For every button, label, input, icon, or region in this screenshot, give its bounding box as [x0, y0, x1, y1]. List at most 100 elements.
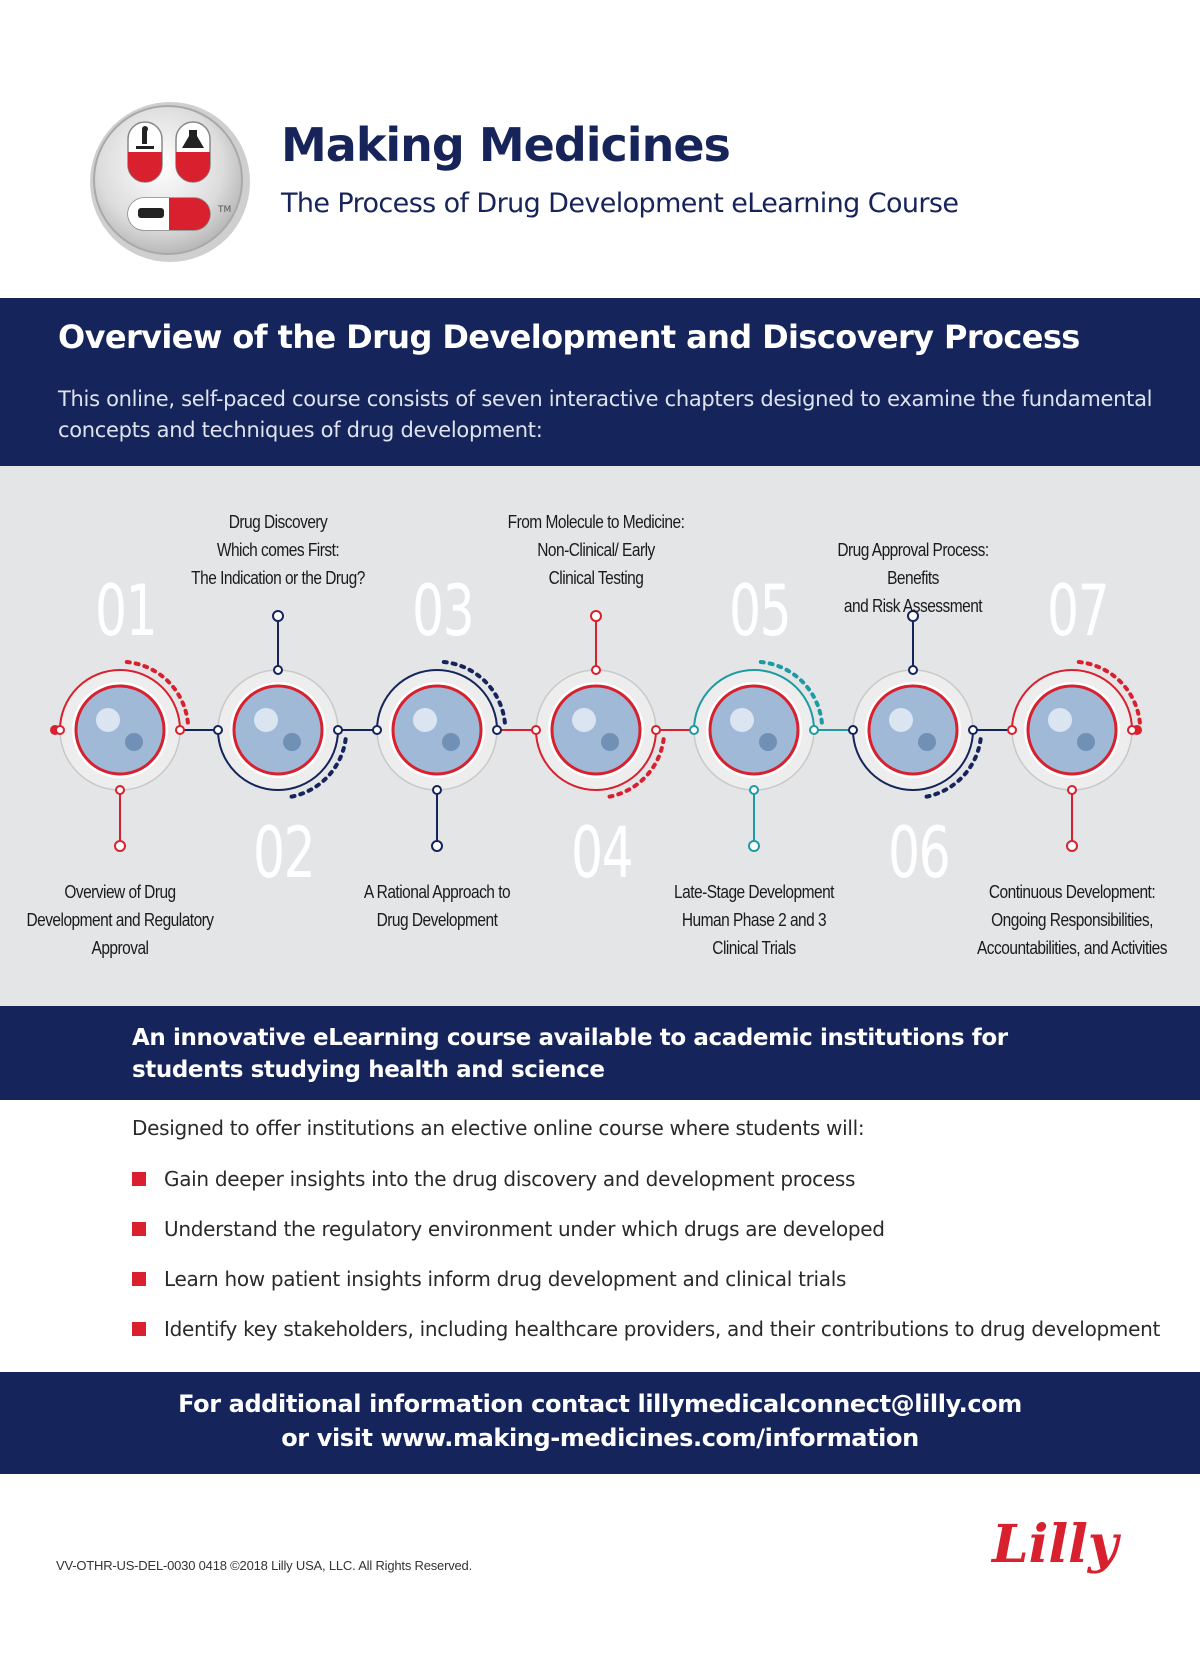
chapter-dotted-arc [924, 734, 983, 799]
chapter-node-right [651, 725, 661, 735]
overview-section: Overview of the Drug Development and Dis… [0, 298, 1200, 466]
page-subtitle: The Process of Drug Development eLearnin… [281, 188, 959, 219]
chapter-node-right [175, 725, 185, 735]
contact-section: For additional information contact lilly… [0, 1372, 1200, 1474]
bullet-square-icon [132, 1272, 146, 1286]
chapter-label-line: Late-Stage Development [674, 882, 834, 902]
chapter-node-left [1007, 725, 1017, 735]
photo-highlight [1048, 708, 1072, 732]
chapter-arc [1011, 669, 1133, 731]
chapter-stem-end [1066, 840, 1078, 852]
bullet-square-icon [132, 1222, 146, 1236]
chapter-label-line: Non-Clinical/ Early [537, 540, 655, 560]
chapter-label-line: The Indication or the Drug? [191, 568, 365, 588]
contact-email-line[interactable]: For additional information contact lilly… [178, 1390, 1022, 1418]
chapter-arc [693, 669, 815, 731]
chapter-stem-start [1067, 785, 1077, 795]
chapter-label-line: Clinical Testing [548, 568, 644, 588]
chapter-arc [535, 729, 657, 791]
overview-intro: This online, self-paced course consists … [58, 387, 1153, 442]
chapter-arc [217, 729, 339, 791]
chapter-node-left [55, 725, 65, 735]
chapter-node-left [531, 725, 541, 735]
contact-website-line[interactable]: or visit www.making-medicines.com/inform… [281, 1424, 919, 1452]
benefit-text: Gain deeper insights into the drug disco… [164, 1167, 856, 1191]
chapter-label[interactable]: A Rational Approach to Drug Development [334, 878, 540, 934]
chapter-dotted-arc [607, 734, 666, 799]
chapter-label-line: From Molecule to Medicine: [507, 512, 685, 532]
chapter-label[interactable]: Overview of Drug Development and Regulato… [17, 878, 223, 962]
list-item: Learn how patient insights inform drug d… [132, 1264, 1160, 1314]
lab-scientist-image [232, 684, 324, 776]
list-item: Understand the regulatory environment un… [132, 1214, 1160, 1264]
chapter-stem-end [431, 840, 443, 852]
chapter-label[interactable]: Drug Discovery Which comes First: The Indi… [175, 508, 381, 592]
chapter-label-line: Drug Discovery [228, 512, 328, 532]
chapter-number: 04 [571, 812, 634, 894]
benefit-text: Understand the regulatory environment un… [164, 1217, 885, 1241]
chapter-label[interactable]: Continuous Development: Ongoing Responsib… [969, 878, 1175, 962]
innovative-line-2: students studying health and science [132, 1057, 605, 1083]
chapter-dotted-arc [758, 660, 824, 726]
overview-heading: Overview of the Drug Development and Dis… [58, 318, 1080, 356]
chapter-node-left [689, 725, 699, 735]
chapter-label-line: Clinical Trials [712, 938, 796, 958]
chapter-label-line: Continuous Development: [988, 882, 1156, 902]
benefits-intro: Designed to offer institutions an electi… [132, 1116, 865, 1140]
chapter-node-right [968, 725, 978, 735]
chapter-number: 06 [888, 812, 951, 894]
chapter-node-right [333, 725, 343, 735]
benefit-text: Learn how patient insights inform drug d… [164, 1267, 847, 1291]
innovative-line-1: An innovative eLearning course available… [132, 1025, 1008, 1051]
lilly-logo: Lilly [990, 1514, 1122, 1575]
bullet-square-icon [132, 1172, 146, 1186]
chapter-arc [376, 669, 498, 731]
chapter-number: 07 [1047, 570, 1110, 652]
photo-highlight [730, 708, 754, 732]
flask-icon [182, 130, 204, 148]
chapter-label-line: Drug Approval Process: Benefits [837, 540, 989, 588]
molecule-model-image [550, 684, 642, 776]
handshake-icon [138, 208, 164, 218]
bullet-square-icon [132, 1322, 146, 1336]
chapter-label-line: Accountabilities, and Activities [976, 938, 1168, 958]
chapter-stem-end [114, 840, 126, 852]
chapter-label-line: Drug Development [376, 910, 498, 930]
chapter-timeline: 01 Overview of Drug Development and Regula… [0, 466, 1200, 1006]
timeline-graphic [50, 610, 1142, 852]
chapter-number: 02 [253, 812, 316, 894]
chapter-number: 01 [95, 570, 158, 652]
chapter-label-line: and Risk Assessment [843, 596, 983, 616]
chapter-stem-end [272, 610, 284, 622]
chapter-stem-start [432, 785, 442, 795]
photo-highlight [254, 708, 278, 732]
chapter-stem-end [590, 610, 602, 622]
chapter-label[interactable]: From Molecule to Medicine: Non-Clinical/ … [493, 508, 699, 592]
innovative-section: An innovative eLearning course available… [0, 1006, 1200, 1100]
chapter-label[interactable]: Drug Approval Process: Benefits and Risk … [810, 536, 1016, 620]
test-tubes-image [708, 684, 800, 776]
chapter-number: 05 [729, 570, 792, 652]
doctor-patient-image [1026, 684, 1118, 776]
benefits-list: Gain deeper insights into the drug disco… [132, 1164, 1160, 1364]
photo-shadow [283, 733, 301, 751]
list-item: Identify key stakeholders, including hea… [132, 1314, 1160, 1364]
chapter-number: 03 [412, 570, 475, 652]
chapter-label[interactable]: Late-Stage Development Human Phase 2 and … [651, 878, 857, 962]
photo-highlight [572, 708, 596, 732]
chapter-node-right [492, 725, 502, 735]
chapter-arc [59, 669, 181, 731]
page-title: Making Medicines [281, 118, 731, 172]
chapter-label-line: Which comes First: [216, 540, 340, 560]
chapter-node-left [213, 725, 223, 735]
photo-highlight [889, 708, 913, 732]
chapter-node-left [372, 725, 382, 735]
making-medicines-logo: TM [90, 102, 250, 262]
chapter-stem-end [748, 840, 760, 852]
microplate-image [74, 684, 166, 776]
photo-shadow [125, 733, 143, 751]
chapter-stem-end [907, 610, 919, 622]
chapter-node-left [848, 725, 858, 735]
chapter-label-line: Ongoing Responsibilities, [991, 910, 1153, 930]
chapter-stem-start [749, 785, 759, 795]
